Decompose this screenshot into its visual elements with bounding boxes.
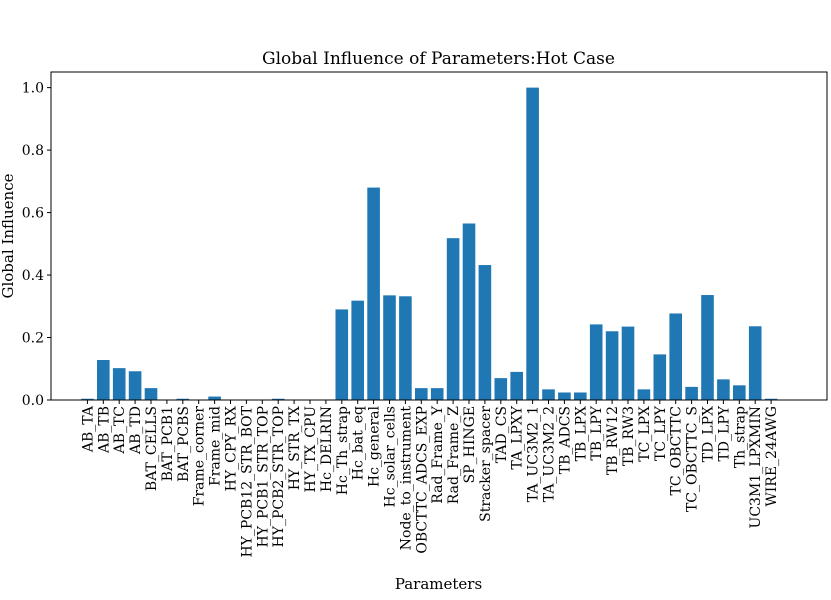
x-tick-label: Frame_corner [192, 406, 208, 507]
bar-tad-cs [494, 378, 508, 400]
x-tick-label: AB_TB [96, 406, 112, 454]
bar-ab-tb [97, 360, 110, 400]
y-tick-label: 0.2 [22, 331, 44, 347]
x-tick-label: AB_TD [128, 406, 144, 455]
x-tick-label: Hc_DELRIN [319, 406, 335, 492]
bar-tc-lpx [637, 389, 651, 400]
bar-uc3m1-lpxmin [748, 326, 762, 400]
bar-hc-general [367, 187, 380, 400]
bar-tc-lpy [653, 354, 667, 400]
x-tick-label: HY_PCB2_STR_TOP [271, 406, 287, 547]
bar-bat-pcbs [176, 398, 190, 400]
bar-hc-th-strap [335, 309, 349, 400]
x-tick-label: Hc_Th_strap [335, 406, 351, 495]
x-tick-label: HY_CPY_RX [224, 406, 240, 491]
x-tick-label: HY_TX_CPU [303, 406, 319, 493]
bar-frame-mid [208, 396, 221, 400]
x-tick-label: AB_TC [112, 406, 128, 454]
x-tick-label: Hc_bat_eq [351, 406, 367, 480]
x-tick-label: TB_LPY [589, 405, 605, 460]
x-tick-label: Node_to_instrument [398, 406, 414, 551]
bar-ab-tc [112, 368, 126, 400]
y-axis-label: Global Influence [0, 173, 17, 298]
x-tick-label: TB_LPX [573, 406, 589, 461]
bar-tb-rw12 [605, 331, 619, 400]
x-tick-label: TB_RW12 [605, 406, 621, 475]
bar-tb-adcs [558, 392, 571, 400]
bar-hy-pcb2-str-top [271, 398, 285, 400]
bar-node-to-instrument [399, 296, 412, 400]
bar-hc-solar-cells [383, 295, 396, 400]
bar-ta-uc3m2-1 [526, 87, 539, 401]
x-tick-label: HY_PCB1_STR_TOP [255, 406, 271, 547]
bar-ta-uc3m2-2 [542, 389, 555, 400]
bar-tb-lpx [574, 392, 587, 400]
x-tick-label: Rad_Frame_Z [446, 406, 462, 504]
bar-sp-hinge [462, 223, 476, 400]
bars-group [81, 87, 778, 401]
x-axis-ticks: AB_TA AB_TB AB_TC AB_TD BAT_CELLS BAT_PCB1 BAT… [80, 400, 780, 558]
bar-th-strap [733, 385, 746, 400]
x-tick-label: HY_STR_TX [287, 406, 303, 490]
x-tick-label: BAT_CELLS [144, 406, 160, 491]
y-tick-label: 0.6 [22, 206, 44, 222]
bar-tb-rw3 [621, 326, 635, 400]
x-tick-label: OBCTTC_ADCS_EXP [414, 406, 430, 554]
bar-obcttc-adcs-exp [415, 388, 428, 400]
x-tick-label: BAT_PCB1 [160, 406, 176, 481]
x-tick-label: TD_LPY [716, 405, 732, 461]
y-tick-label: 0.4 [22, 268, 44, 284]
y-tick-label: 0.8 [22, 143, 44, 159]
bar-ab-td [128, 371, 142, 400]
bar-tc-obcttc [669, 313, 682, 400]
bar-hc-bat-eq [351, 300, 364, 400]
y-tick-label: 0.0 [22, 393, 44, 409]
chart-title: Global Influence of Parameters:Hot Case [262, 49, 615, 69]
x-tick-label: HY_PCB12_STR_BOT [239, 405, 255, 557]
x-tick-label: TA_LPXY [510, 405, 526, 469]
x-tick-label: BAT_PCBS [176, 406, 192, 482]
bar-rad-frame-y [430, 388, 444, 400]
x-tick-label: Stracker_spacer [478, 406, 494, 522]
y-axis-ticks: 0.0 0.2 0.4 0.6 0.8 1.0 [22, 81, 51, 409]
x-tick-label: TC_LPX [637, 406, 653, 462]
x-tick-label: WIRE_24AWG [764, 406, 780, 507]
x-tick-label: Hc_solar_cells [383, 406, 399, 507]
x-tick-label: AB_TA [80, 405, 96, 453]
x-tick-label: Frame_mid [208, 406, 224, 486]
x-tick-label: TB_RW3 [621, 406, 637, 466]
x-tick-label: TA_UC3M2_2 [542, 406, 558, 502]
x-tick-label: TD_LPX [701, 406, 717, 462]
x-tick-label: TC_OBCTTC [669, 406, 685, 495]
x-tick-label: UC3M1_LPXMIN [748, 406, 764, 528]
y-tick-label: 1.0 [22, 81, 44, 97]
bar-ab-ta [81, 398, 94, 400]
bar-ta-lpxy [510, 371, 523, 400]
bar-td-lpy [717, 379, 730, 400]
bar-wire-24awg [764, 398, 778, 400]
x-tick-label: TC_LPY [653, 405, 669, 461]
bar-stracker-spacer [478, 265, 492, 400]
x-tick-label: Th_strap [732, 406, 748, 468]
x-tick-label: TC_OBCTTC_S [685, 406, 701, 512]
bar-tc-obcttc-s [685, 386, 698, 400]
bar-rad-frame-z [446, 238, 460, 400]
x-tick-label: TA_UC3M2_1 [526, 406, 542, 502]
x-tick-label: Rad_Frame_Y [430, 405, 446, 503]
x-axis-label: Parameters [395, 575, 482, 593]
plot-frame [50, 71, 828, 401]
x-tick-label: Hc_general [367, 405, 383, 487]
x-tick-label: TAD_CS [494, 406, 510, 463]
bar-bat-cells [144, 388, 158, 400]
bar-tb-lpy [589, 324, 603, 400]
x-tick-label: TB_ADCS [557, 406, 573, 474]
bar-td-lpx [701, 295, 714, 400]
x-tick-label: SP_HINGE [462, 406, 478, 483]
